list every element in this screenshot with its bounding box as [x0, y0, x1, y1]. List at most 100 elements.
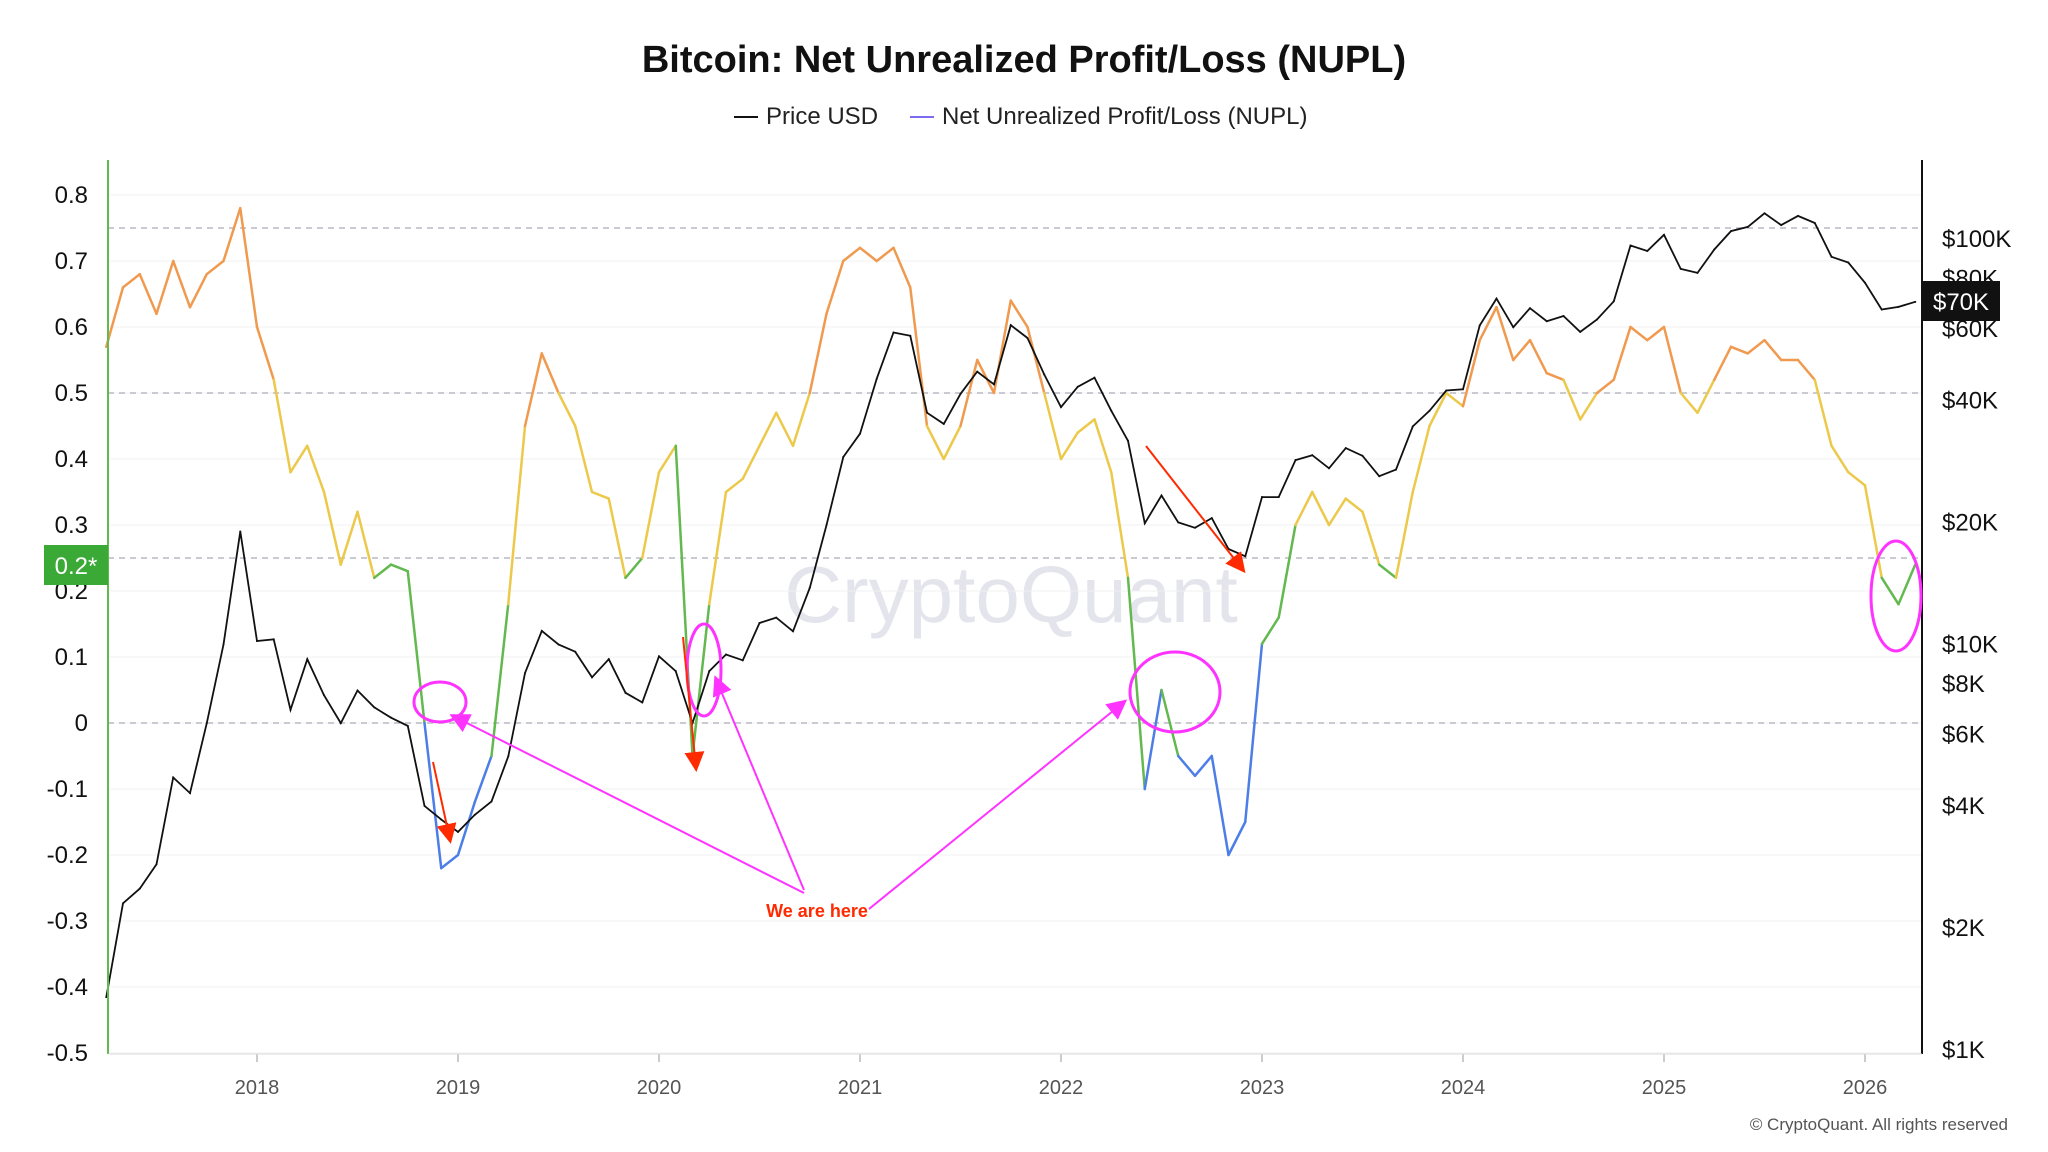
- nupl-segment: [373, 563, 393, 580]
- nupl-segment: [255, 325, 275, 382]
- nupl-segment: [1076, 418, 1096, 434]
- nupl-segment: [222, 206, 242, 263]
- nupl-segment: [992, 299, 1012, 395]
- nupl-segment: [1361, 510, 1381, 566]
- nupl-segment: [1043, 391, 1063, 461]
- price-point: [1579, 330, 1582, 333]
- price-point: [323, 694, 325, 697]
- y-left-tick-label: 0.8: [55, 182, 88, 209]
- nupl-segment: [842, 246, 862, 263]
- nupl-segment: [1311, 490, 1331, 527]
- price-point: [1311, 454, 1314, 457]
- price-point: [1646, 250, 1649, 253]
- price-series: [105, 212, 1917, 999]
- nupl-segment: [540, 352, 560, 395]
- legend: Price USD Net Unrealized Profit/Loss (NU…: [734, 103, 1307, 130]
- we-are-here-label: We are here: [766, 901, 868, 921]
- y-left-tick-label: 0.5: [55, 380, 88, 407]
- nupl-segment: [1595, 378, 1615, 395]
- nupl-segment: [1880, 576, 1900, 606]
- nupl-segment: [1428, 391, 1448, 428]
- price-point: [406, 724, 409, 727]
- price-point: [607, 658, 610, 661]
- price-point: [1914, 300, 1917, 303]
- price-point: [725, 653, 727, 656]
- nupl-segment: [858, 246, 878, 263]
- price-point: [959, 392, 962, 395]
- nupl-segment: [976, 358, 996, 395]
- nupl-segment: [1160, 688, 1180, 758]
- nupl-segment: [641, 470, 661, 560]
- price-point: [1462, 388, 1464, 391]
- price-point: [440, 818, 443, 821]
- nupl-segment: [239, 206, 259, 329]
- price-point: [1093, 376, 1096, 379]
- nupl-segment: [775, 411, 795, 448]
- chart-title: Bitcoin: Net Unrealized Profit/Loss (NUP…: [642, 39, 1406, 81]
- price-point: [1780, 224, 1783, 227]
- price-point: [306, 658, 309, 661]
- nupl-segment: [1093, 418, 1113, 474]
- price-point: [122, 902, 124, 905]
- nupl-segment: [1830, 444, 1850, 474]
- price-point: [574, 650, 577, 653]
- nupl-segment: [1126, 576, 1146, 791]
- nupl-segment: [289, 444, 309, 474]
- price-point: [1512, 326, 1515, 329]
- nupl-segment: [1227, 820, 1247, 857]
- price-point: [1478, 324, 1481, 327]
- price-point: [1428, 409, 1431, 412]
- legend-label-nupl[interactable]: Net Unrealized Profit/Loss (NUPL): [942, 103, 1307, 130]
- price-point: [172, 776, 175, 779]
- nupl-segment: [440, 853, 460, 870]
- y-left-tick-label: -0.2: [47, 842, 88, 869]
- nupl-segment: [892, 246, 912, 289]
- price-point: [1277, 496, 1280, 499]
- nupl-segment: [1009, 299, 1029, 329]
- price-point: [993, 383, 995, 386]
- nupl-segment: [691, 602, 711, 758]
- price-point: [1529, 307, 1531, 310]
- price-point: [222, 643, 225, 646]
- grid: [108, 194, 1922, 1054]
- price-point: [658, 655, 660, 658]
- price-point: [272, 638, 275, 641]
- pointer-arrow: [712, 675, 805, 891]
- highlight-circle-2022: [1128, 650, 1222, 734]
- nupl-segment: [1495, 305, 1515, 362]
- price-point: [1830, 255, 1833, 258]
- price-point: [909, 334, 912, 337]
- nupl-segment: [959, 358, 979, 428]
- price-point: [875, 377, 878, 380]
- price-point: [1127, 439, 1129, 442]
- axis-ticks: 0.80.70.60.50.40.30.20.10-0.1-0.2-0.3-0.…: [47, 182, 2012, 1099]
- nupl-segment: [1461, 338, 1481, 408]
- price-point: [373, 706, 376, 709]
- y-left-tick-label: 0.6: [55, 314, 88, 341]
- price-point: [1395, 468, 1397, 471]
- y-left-tick-label: 0.3: [55, 512, 88, 539]
- legend-label-price[interactable]: Price USD: [766, 103, 878, 130]
- nupl-segment: [490, 602, 510, 758]
- price-point: [1880, 308, 1883, 311]
- price-point: [1562, 314, 1565, 317]
- nupl-segment: [1662, 325, 1682, 395]
- price-point: [1411, 425, 1414, 428]
- nupl-segment: [1143, 688, 1163, 791]
- x-tick-label: 2020: [637, 1077, 682, 1099]
- nupl-segment: [1679, 391, 1699, 415]
- price-point: [1244, 555, 1247, 558]
- annotations: We are here: [412, 445, 1923, 921]
- nupl-segment: [1863, 484, 1883, 580]
- price-point: [1596, 318, 1598, 321]
- y-left-tick-label: 0: [75, 710, 88, 737]
- nupl-segment: [724, 477, 744, 494]
- price-point: [473, 813, 476, 816]
- nupl-segment: [1562, 378, 1582, 421]
- price-point: [1445, 389, 1448, 392]
- nupl-series: [105, 206, 1917, 870]
- price-point: [540, 629, 543, 632]
- price-point: [1110, 409, 1113, 412]
- price-point: [808, 586, 811, 589]
